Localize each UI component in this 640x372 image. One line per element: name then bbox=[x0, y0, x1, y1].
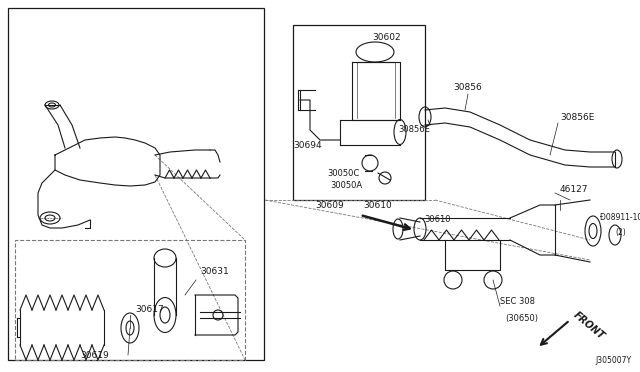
Text: J305007Y: J305007Y bbox=[596, 356, 632, 365]
Text: 30602: 30602 bbox=[372, 33, 401, 42]
Bar bbox=[293, 25, 425, 200]
Text: FRONT: FRONT bbox=[572, 310, 607, 341]
Text: (30650): (30650) bbox=[505, 314, 538, 323]
Text: 30694: 30694 bbox=[293, 141, 322, 150]
Text: 46127: 46127 bbox=[560, 186, 589, 195]
Text: SEC 308: SEC 308 bbox=[500, 298, 535, 307]
Text: 30050A: 30050A bbox=[330, 182, 362, 190]
Text: 30609: 30609 bbox=[316, 201, 344, 209]
Bar bbox=[8, 8, 264, 360]
Text: Ð08911-1002G: Ð08911-1002G bbox=[600, 214, 640, 222]
Text: 30617: 30617 bbox=[135, 305, 164, 314]
Text: 30610: 30610 bbox=[425, 215, 451, 224]
Text: 30856E: 30856E bbox=[398, 125, 430, 135]
Text: 30856: 30856 bbox=[454, 83, 483, 93]
Text: 30856E: 30856E bbox=[560, 113, 595, 122]
Text: 30619: 30619 bbox=[81, 350, 109, 359]
Text: 30610: 30610 bbox=[364, 201, 392, 209]
Text: 30050C: 30050C bbox=[328, 169, 360, 177]
Text: 30631: 30631 bbox=[200, 267, 228, 276]
Text: (2): (2) bbox=[615, 228, 626, 237]
Bar bbox=[15, 240, 245, 360]
